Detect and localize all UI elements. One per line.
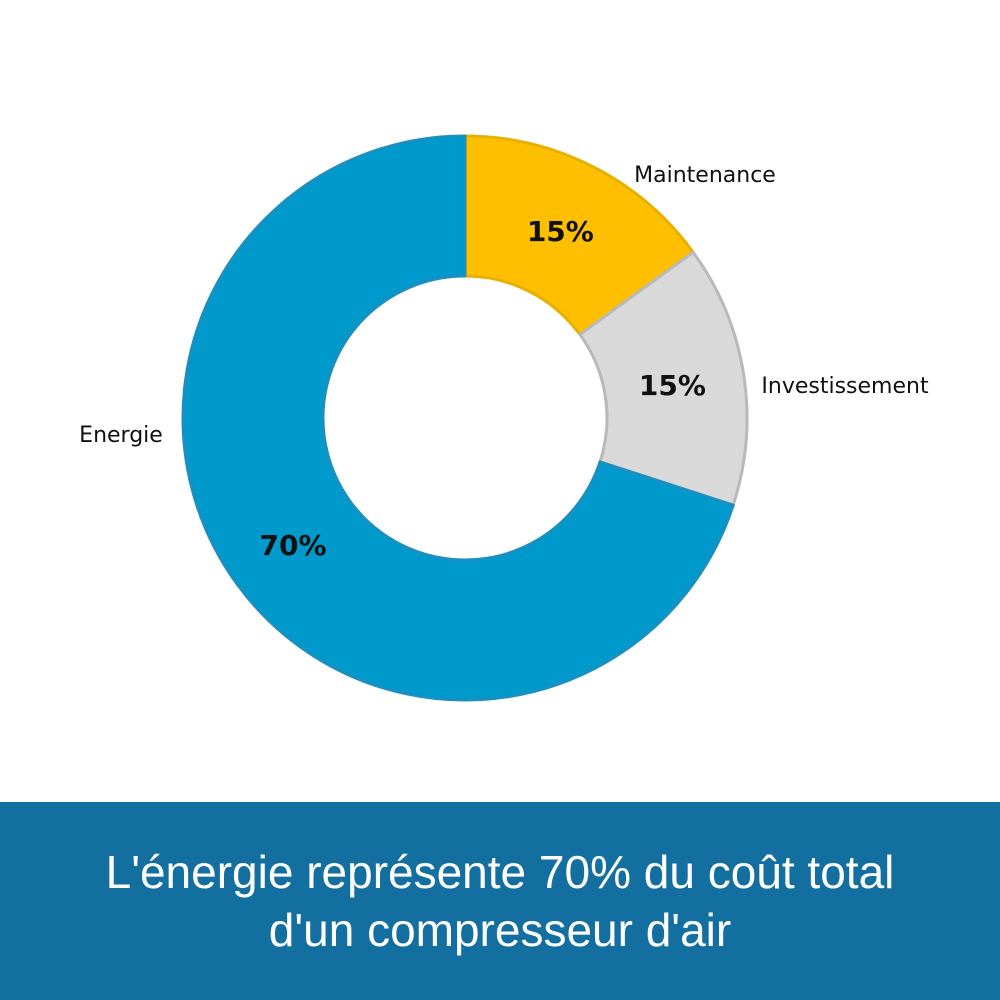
value-label-investissement: 15% <box>639 369 706 402</box>
category-label-investissement: Investissement <box>761 374 929 399</box>
slice-maintenance <box>463 134 695 337</box>
slice-energie <box>181 134 735 702</box>
labels-layer: 15% Maintenance 15% Investissement 70% Energi… <box>79 163 929 562</box>
caption-line-2: d'un compresseur d'air <box>268 904 732 956</box>
caption-text: L'énergie représente 70% du coût total d… <box>50 843 950 959</box>
caption-band: L'énergie représente 70% du coût total d… <box>0 802 1000 1000</box>
slices-layer <box>181 134 749 702</box>
value-label-energie: 70% <box>259 529 326 562</box>
value-label-maintenance: 15% <box>527 215 594 248</box>
caption-line-1: L'énergie représente 70% du coût total <box>105 846 895 898</box>
slice-investissement <box>578 250 749 507</box>
donut-chart: 15% Maintenance 15% Investissement 70% Energi… <box>79 134 929 702</box>
category-label-maintenance: Maintenance <box>634 163 776 188</box>
category-label-energie: Energie <box>79 423 163 448</box>
